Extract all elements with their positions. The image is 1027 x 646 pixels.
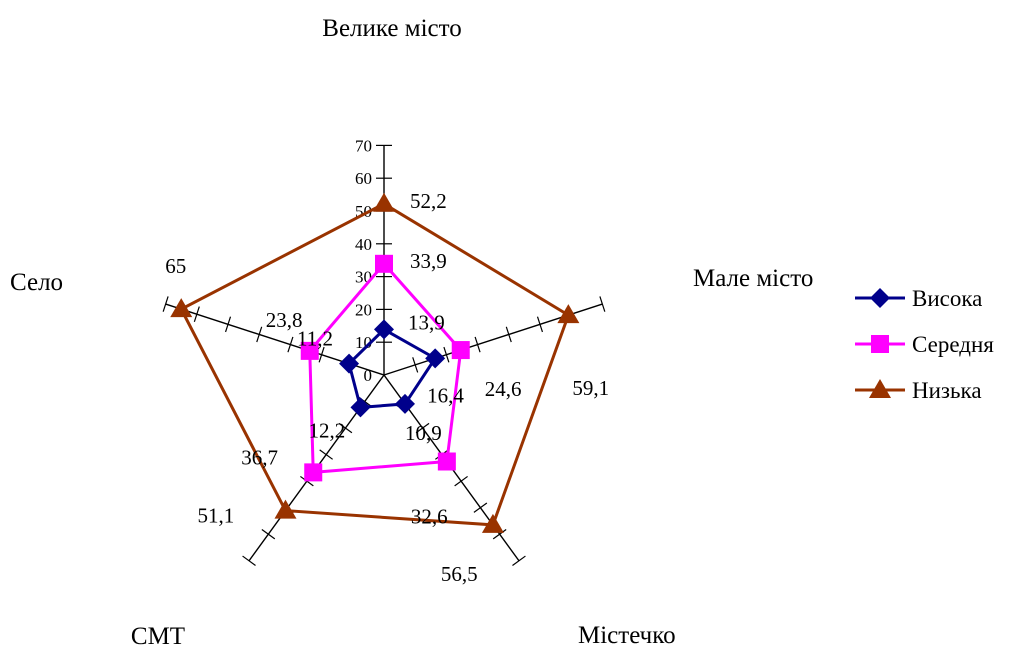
- axis-tick: [599, 296, 606, 312]
- data-point: [350, 397, 371, 418]
- data-label: 11,2: [297, 327, 333, 351]
- legend-label: Висока: [912, 286, 982, 311]
- data-label: 10,9: [405, 421, 442, 445]
- data-point: [170, 298, 193, 318]
- series-line-0: [347, 327, 438, 409]
- data-point: [481, 513, 504, 533]
- axis-tick: [319, 449, 333, 460]
- data-point: [373, 192, 395, 212]
- axis-tick: [318, 346, 325, 363]
- data-point: [375, 254, 393, 273]
- axis-tick: [412, 357, 419, 373]
- data-label: 33,9: [410, 249, 447, 273]
- data-label: 13,9: [408, 310, 445, 334]
- data-point: [300, 341, 319, 360]
- data-point: [374, 319, 394, 340]
- data-label: 36,7: [241, 445, 278, 469]
- data-label: 52,2: [410, 189, 447, 213]
- axis-tick: [454, 475, 468, 487]
- data-label: 56,5: [441, 562, 478, 586]
- category-label: СМТ: [131, 623, 185, 646]
- axis-tick: [287, 336, 294, 353]
- axis-tick: [474, 336, 481, 353]
- axis-tick: [473, 502, 488, 513]
- legend: Висока Середня Низька: [855, 286, 994, 403]
- legend-label: Низька: [912, 378, 982, 403]
- r-tick-label: 0: [364, 366, 373, 385]
- category-label: Село: [10, 269, 63, 296]
- data-point: [869, 379, 891, 398]
- series-line-1: [308, 261, 463, 475]
- category-label: Велике місто: [322, 15, 461, 42]
- legend-label: Середня: [912, 332, 994, 357]
- data-label: 59,1: [572, 376, 609, 400]
- data-point: [395, 393, 416, 414]
- r-tick-label: 10: [355, 333, 372, 352]
- data-label: 32,6: [411, 505, 448, 529]
- data-label: 16,4: [427, 383, 464, 407]
- series-layer: [170, 192, 580, 533]
- data-point: [871, 335, 889, 353]
- category-label: Містечко: [578, 622, 676, 646]
- axis-tick: [536, 316, 544, 333]
- category-label: Мале місто: [693, 265, 813, 292]
- data-point: [451, 341, 470, 360]
- data-point: [339, 353, 360, 374]
- axis-tick: [256, 326, 263, 343]
- data-point: [557, 304, 580, 324]
- r-tick-label: 20: [355, 300, 372, 319]
- axis-tick: [512, 555, 526, 566]
- data-label: 23,8: [266, 308, 303, 332]
- axis-tick: [242, 555, 256, 566]
- data-point: [425, 348, 446, 369]
- data-label: 51,1: [197, 504, 234, 528]
- r-tick-label: 70: [355, 136, 372, 155]
- series-line-2: [179, 202, 571, 527]
- data-point: [870, 288, 890, 308]
- data-label: 65: [165, 254, 186, 278]
- r-tick-label: 60: [355, 169, 372, 188]
- axis-tick: [443, 346, 450, 363]
- r-tick-label: 30: [355, 268, 372, 287]
- axis-tick: [492, 529, 507, 540]
- axis-tick: [505, 326, 512, 343]
- axis-tick: [338, 422, 353, 434]
- data-label: 12,2: [308, 418, 345, 442]
- labels-layer: Велике місто Мале місто Містечко СМТ Село 13,…: [10, 15, 813, 646]
- axis-tick: [224, 316, 232, 333]
- axis-tick: [193, 306, 200, 322]
- data-point: [437, 452, 456, 471]
- r-tick-label: 40: [355, 235, 372, 254]
- data-point: [274, 499, 297, 519]
- axis-tick: [415, 422, 430, 434]
- data-point: [304, 463, 323, 482]
- data-label: 24,6: [485, 377, 522, 401]
- axis-tick: [261, 529, 276, 540]
- axis-tick: [162, 296, 169, 312]
